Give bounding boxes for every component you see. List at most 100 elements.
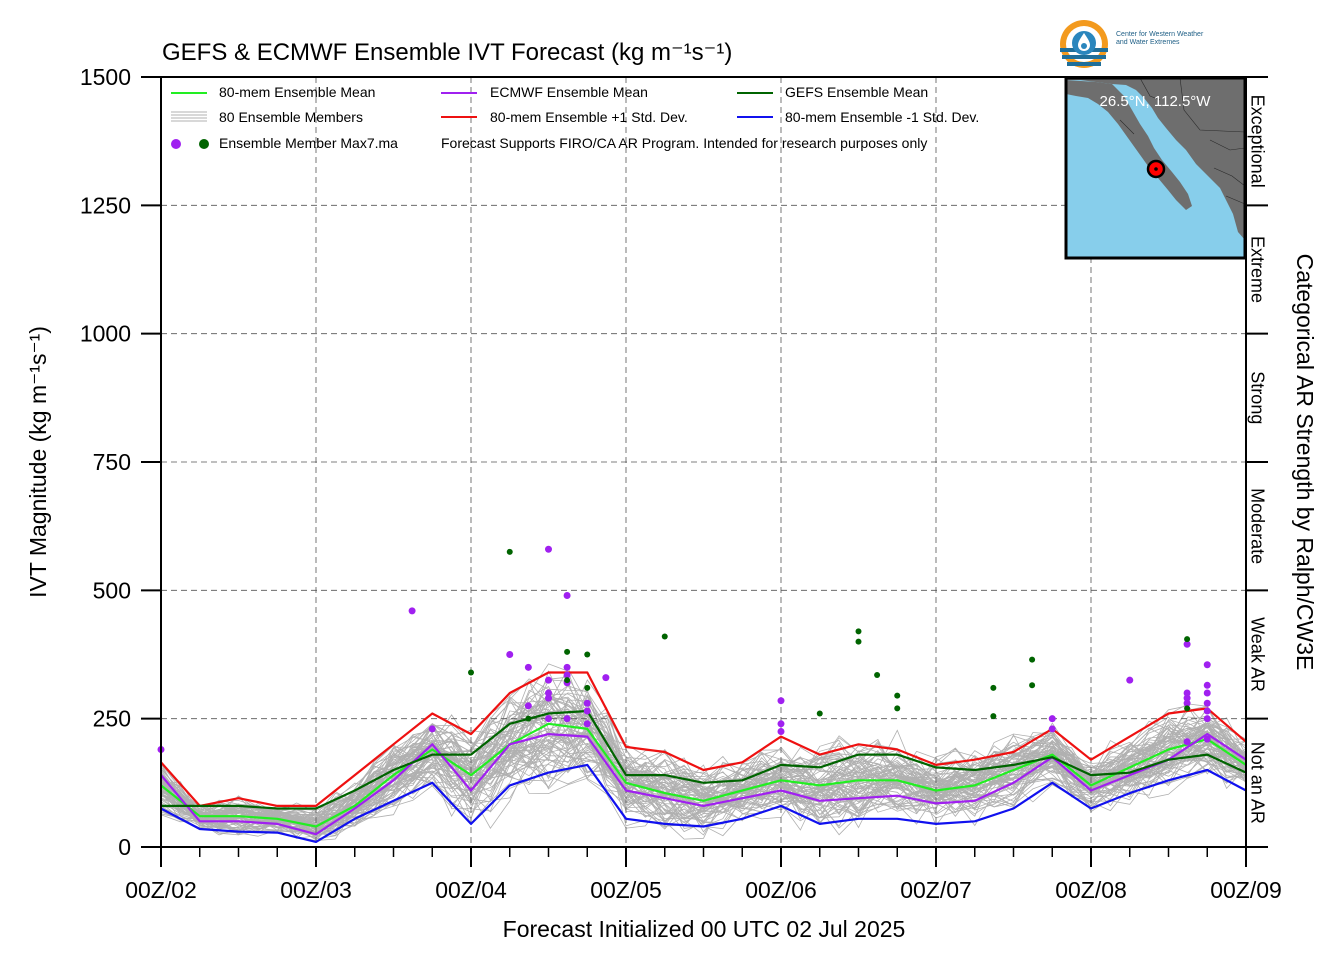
legend-swatch-members: [171, 111, 207, 122]
legend-ens-mean: 80-mem Ensemble Mean: [219, 84, 375, 100]
legend-max-label: Ensemble Member Max7.ma: [219, 135, 398, 151]
gefs-max-point: [894, 692, 901, 699]
category-label: Strong: [1248, 371, 1268, 424]
gefs-max-point: [816, 710, 823, 717]
ecmwf-max-point: [408, 607, 416, 615]
gefs-max-point: [564, 648, 571, 655]
gefs-max-point: [1184, 705, 1191, 712]
y-tick-label: 250: [93, 706, 131, 732]
gefs-max-point: [661, 633, 668, 640]
y-tick-label: 0: [118, 834, 131, 860]
ecmwf-max-point: [583, 707, 591, 715]
gefs-max-point: [1029, 682, 1036, 689]
ecmwf-max-point: [545, 545, 552, 553]
logo-text-line1: Center for Western Weather: [1116, 31, 1204, 38]
ecmwf-max-point: [1048, 715, 1056, 723]
ensemble-member-line: [160, 741, 1247, 829]
gefs-max-point: [990, 684, 997, 691]
x-axis-label: Forecast Initialized 00 UTC 02 Jul 2025: [503, 916, 906, 942]
ecmwf-max-point: [583, 699, 591, 707]
ecmwf-max-point: [1183, 738, 1191, 746]
y-tick-label: 1000: [80, 321, 131, 347]
ecmwf-max-point: [545, 694, 552, 702]
gefs-max-point: [525, 715, 532, 722]
ecmwf-max-point: [506, 651, 514, 658]
gefs-max-point: [894, 705, 901, 712]
ensemble-member-line: [160, 696, 1247, 831]
gefs-max-point: [584, 651, 591, 658]
ecmwf-max-point: [1183, 699, 1191, 707]
inset-mainland: [1066, 78, 1245, 240]
gefs-max-point: [564, 677, 571, 684]
ensemble-member-line: [160, 697, 1247, 833]
axes: 0 250 500 750 1000 1250 1500 00Z/02 00Z/03 00Z/04…: [80, 64, 1282, 903]
x-tick-label: 00Z/03: [280, 877, 352, 903]
legend-minus-std: 80-mem Ensemble -1 Std. Dev.: [785, 109, 979, 125]
legend: 80-mem Ensemble Mean ECMWF Ensemble Mean…: [171, 84, 979, 151]
max-points: [157, 545, 1211, 753]
logo-text-line2: and Water Extremes: [1116, 39, 1180, 46]
gefs-max-point: [584, 684, 591, 691]
y-tick-label: 1500: [80, 64, 131, 90]
ecmwf-max-point: [1203, 707, 1211, 715]
ecmwf-max-point: [563, 591, 571, 599]
ecmwf-max-point: [777, 720, 785, 728]
series-line-4: [160, 763, 1247, 844]
series-line-2: [161, 709, 1247, 810]
ecmwf-max-point: [1203, 689, 1211, 697]
legend-plus-std: 80-mem Ensemble +1 Std. Dev.: [490, 109, 688, 125]
legend-members: 80 Ensemble Members: [219, 109, 363, 125]
ecmwf-max-point: [428, 725, 436, 733]
ecmwf-max-point: [545, 676, 552, 684]
x-tick-label: 00Z/02: [125, 877, 197, 903]
inset-location-label: 26.5°N, 112.5°W: [1100, 93, 1212, 110]
ecmwf-max-point: [524, 702, 532, 710]
gefs-max-point: [1029, 656, 1036, 663]
gefs-max-point: [468, 669, 474, 676]
y-tick-label: 1250: [80, 192, 131, 218]
grid-lines: [161, 77, 1246, 847]
category-label: Not an AR: [1248, 742, 1268, 824]
gefs-max-point: [990, 713, 997, 720]
x-tick-label: 00Z/05: [590, 877, 662, 903]
category-label: Weak AR: [1248, 617, 1268, 692]
legend-dot-gefs: [199, 139, 209, 149]
y-tick-label: 500: [93, 577, 131, 603]
ecmwf-max-point: [777, 728, 785, 735]
series-lines: [160, 671, 1247, 844]
ensemble-member-line: [160, 688, 1247, 824]
legend-note: Forecast Supports FIRO/CA AR Program. In…: [441, 135, 927, 151]
series-line-0: [160, 722, 1247, 828]
gefs-max-point: [1184, 636, 1191, 643]
legend-dot-ecmwf: [171, 139, 181, 149]
cw3e-logo: Center for Western Weather and Water Ext…: [1058, 18, 1238, 72]
y-tick-label: 750: [93, 449, 131, 475]
ecmwf-max-point: [1203, 661, 1211, 669]
ecmwf-max-point: [583, 720, 591, 728]
ecmwf-max-point: [524, 663, 532, 671]
ensemble-member-line: [160, 730, 1247, 836]
inset-location-dot: [1154, 167, 1158, 171]
inset-peninsula: [1066, 80, 1192, 210]
x-tick-label: 00Z/06: [745, 877, 817, 903]
ecmwf-max-point: [1183, 689, 1191, 697]
category-label: Moderate: [1248, 488, 1268, 564]
category-label: Extreme: [1248, 236, 1268, 303]
gefs-max-point: [874, 672, 881, 679]
ecmwf-max-point: [777, 697, 785, 705]
ecmwf-max-point: [545, 715, 552, 723]
x-tick-label: 00Z/08: [1055, 877, 1127, 903]
logo-icon: [1060, 20, 1108, 68]
ecmwf-max-point: [1203, 715, 1211, 723]
x-tick-label: 00Z/04: [435, 877, 507, 903]
gefs-max-point: [506, 548, 513, 555]
ecmwf-max-point: [545, 689, 552, 697]
gefs-max-point: [855, 638, 862, 645]
y-axis-label: IVT Magnitude (kg m⁻¹s⁻¹): [25, 326, 51, 598]
ecmwf-max-point: [1203, 681, 1211, 689]
ecmwf-max-point: [1203, 735, 1211, 743]
ensemble-member-line: [160, 704, 1247, 842]
ecmwf-max-point: [1048, 725, 1056, 733]
ecmwf-max-point: [1183, 694, 1191, 702]
